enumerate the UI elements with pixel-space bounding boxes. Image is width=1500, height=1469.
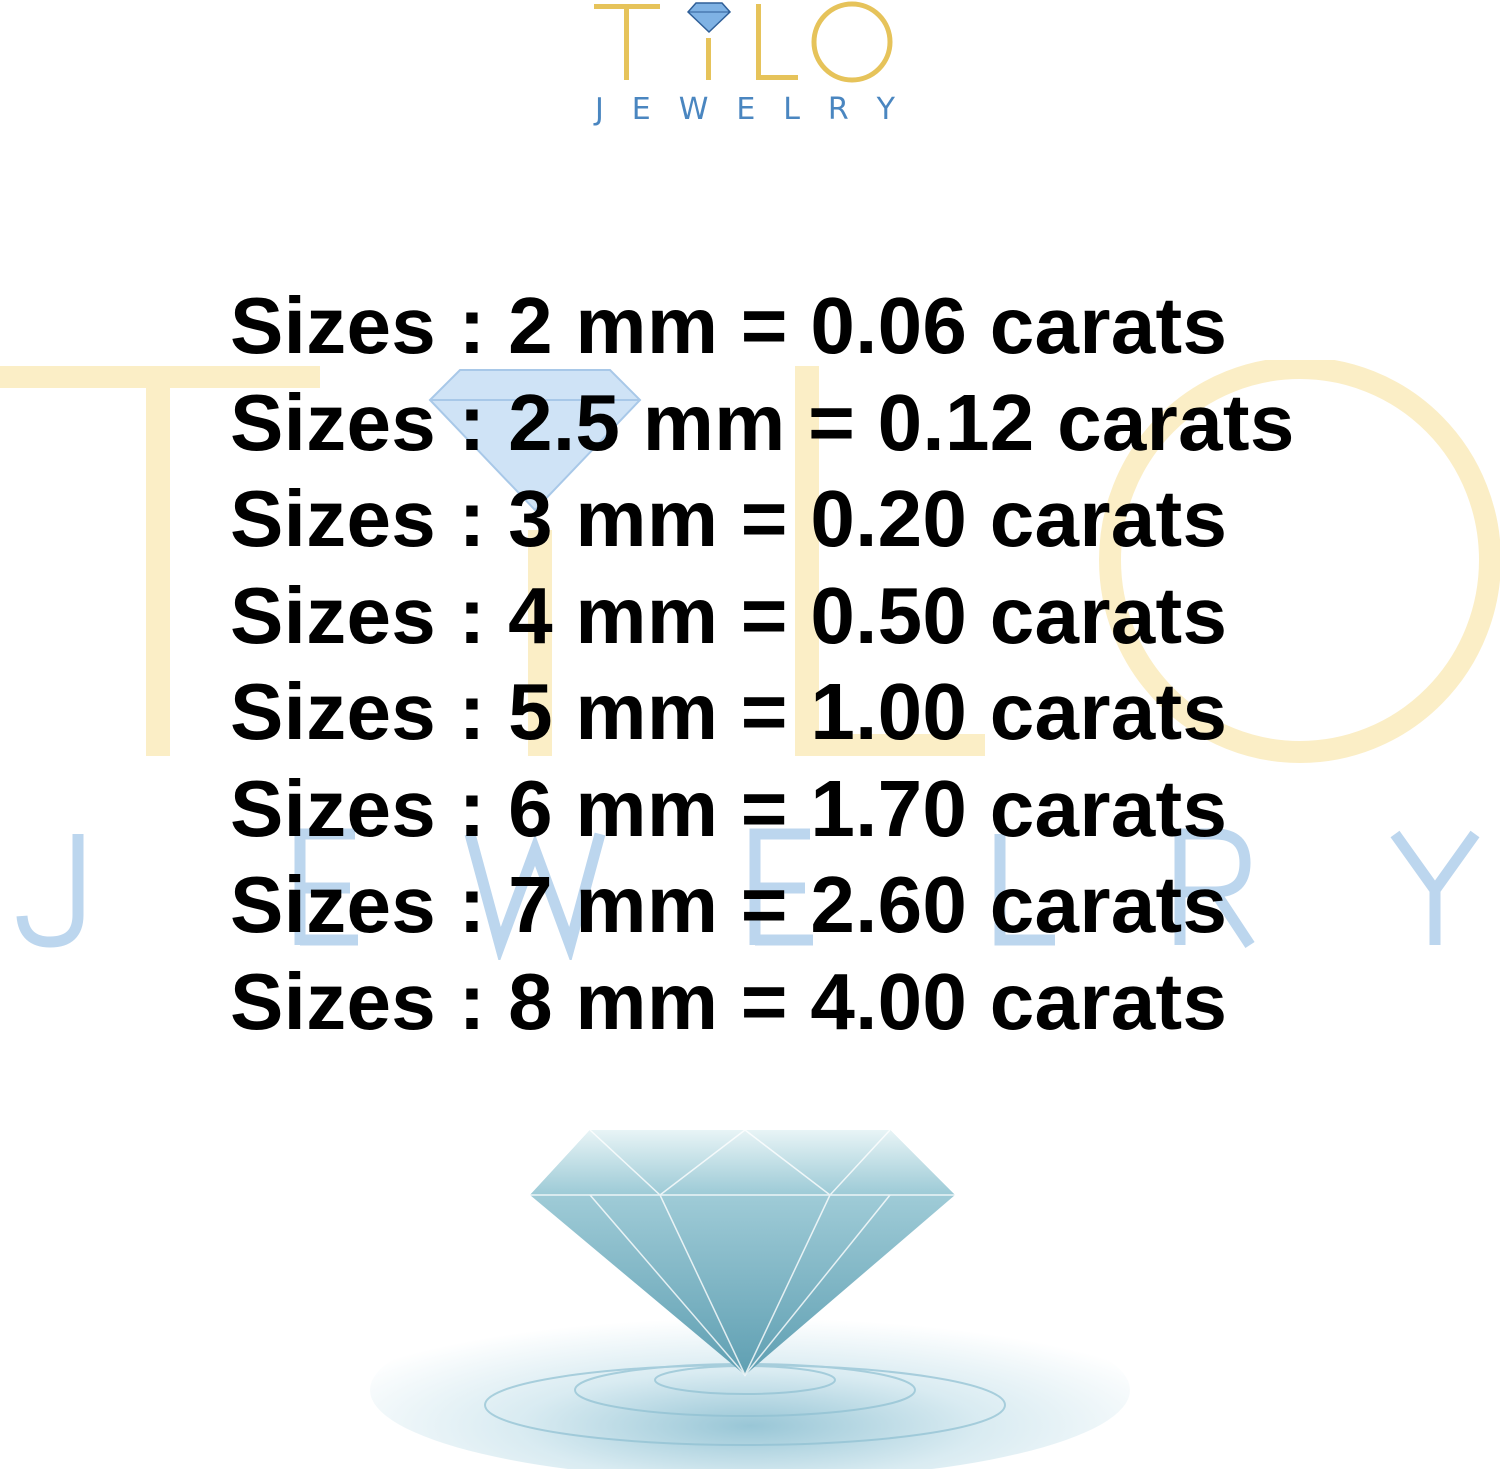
subtitle-letter: Y <box>876 92 895 127</box>
size-line: Sizes : 2.5 mm = 0.12 carats <box>230 377 1295 467</box>
watermark-subtitle-lettering <box>16 828 1480 960</box>
size-line: Sizes : 7 mm = 2.60 carats <box>230 860 1228 949</box>
watermark-logo <box>0 360 1500 960</box>
subtitle-letter: R <box>827 92 849 127</box>
size-line: Sizes : 3 mm = 0.20 carats <box>230 474 1228 563</box>
subtitle-letter: L <box>783 92 800 127</box>
size-line: Sizes : 5 mm = 1.00 carats <box>230 667 1228 756</box>
subtitle-letter: W <box>678 92 709 127</box>
size-line: Sizes : 6 mm = 1.70 carats <box>230 763 1228 853</box>
watermark-diamond-icon <box>428 369 642 512</box>
size-line: Sizes : 8 mm = 4.00 carats <box>230 956 1228 1046</box>
diamond-on-water-image <box>370 1129 1130 1469</box>
subtitle-letter: E <box>631 92 651 127</box>
subtitle-letter: J <box>595 92 604 127</box>
size-chart: Sizes : 2 mm = 0.06 carats Sizes : 2.5 m… <box>230 278 1295 1050</box>
diamond-icon <box>686 2 732 34</box>
size-line: Sizes : 4 mm = 0.50 carats <box>230 570 1228 660</box>
subtitle-letter: E <box>736 92 756 127</box>
brand-logo <box>594 1 893 83</box>
size-line: Sizes : 2 mm = 0.06 carats <box>230 281 1228 370</box>
